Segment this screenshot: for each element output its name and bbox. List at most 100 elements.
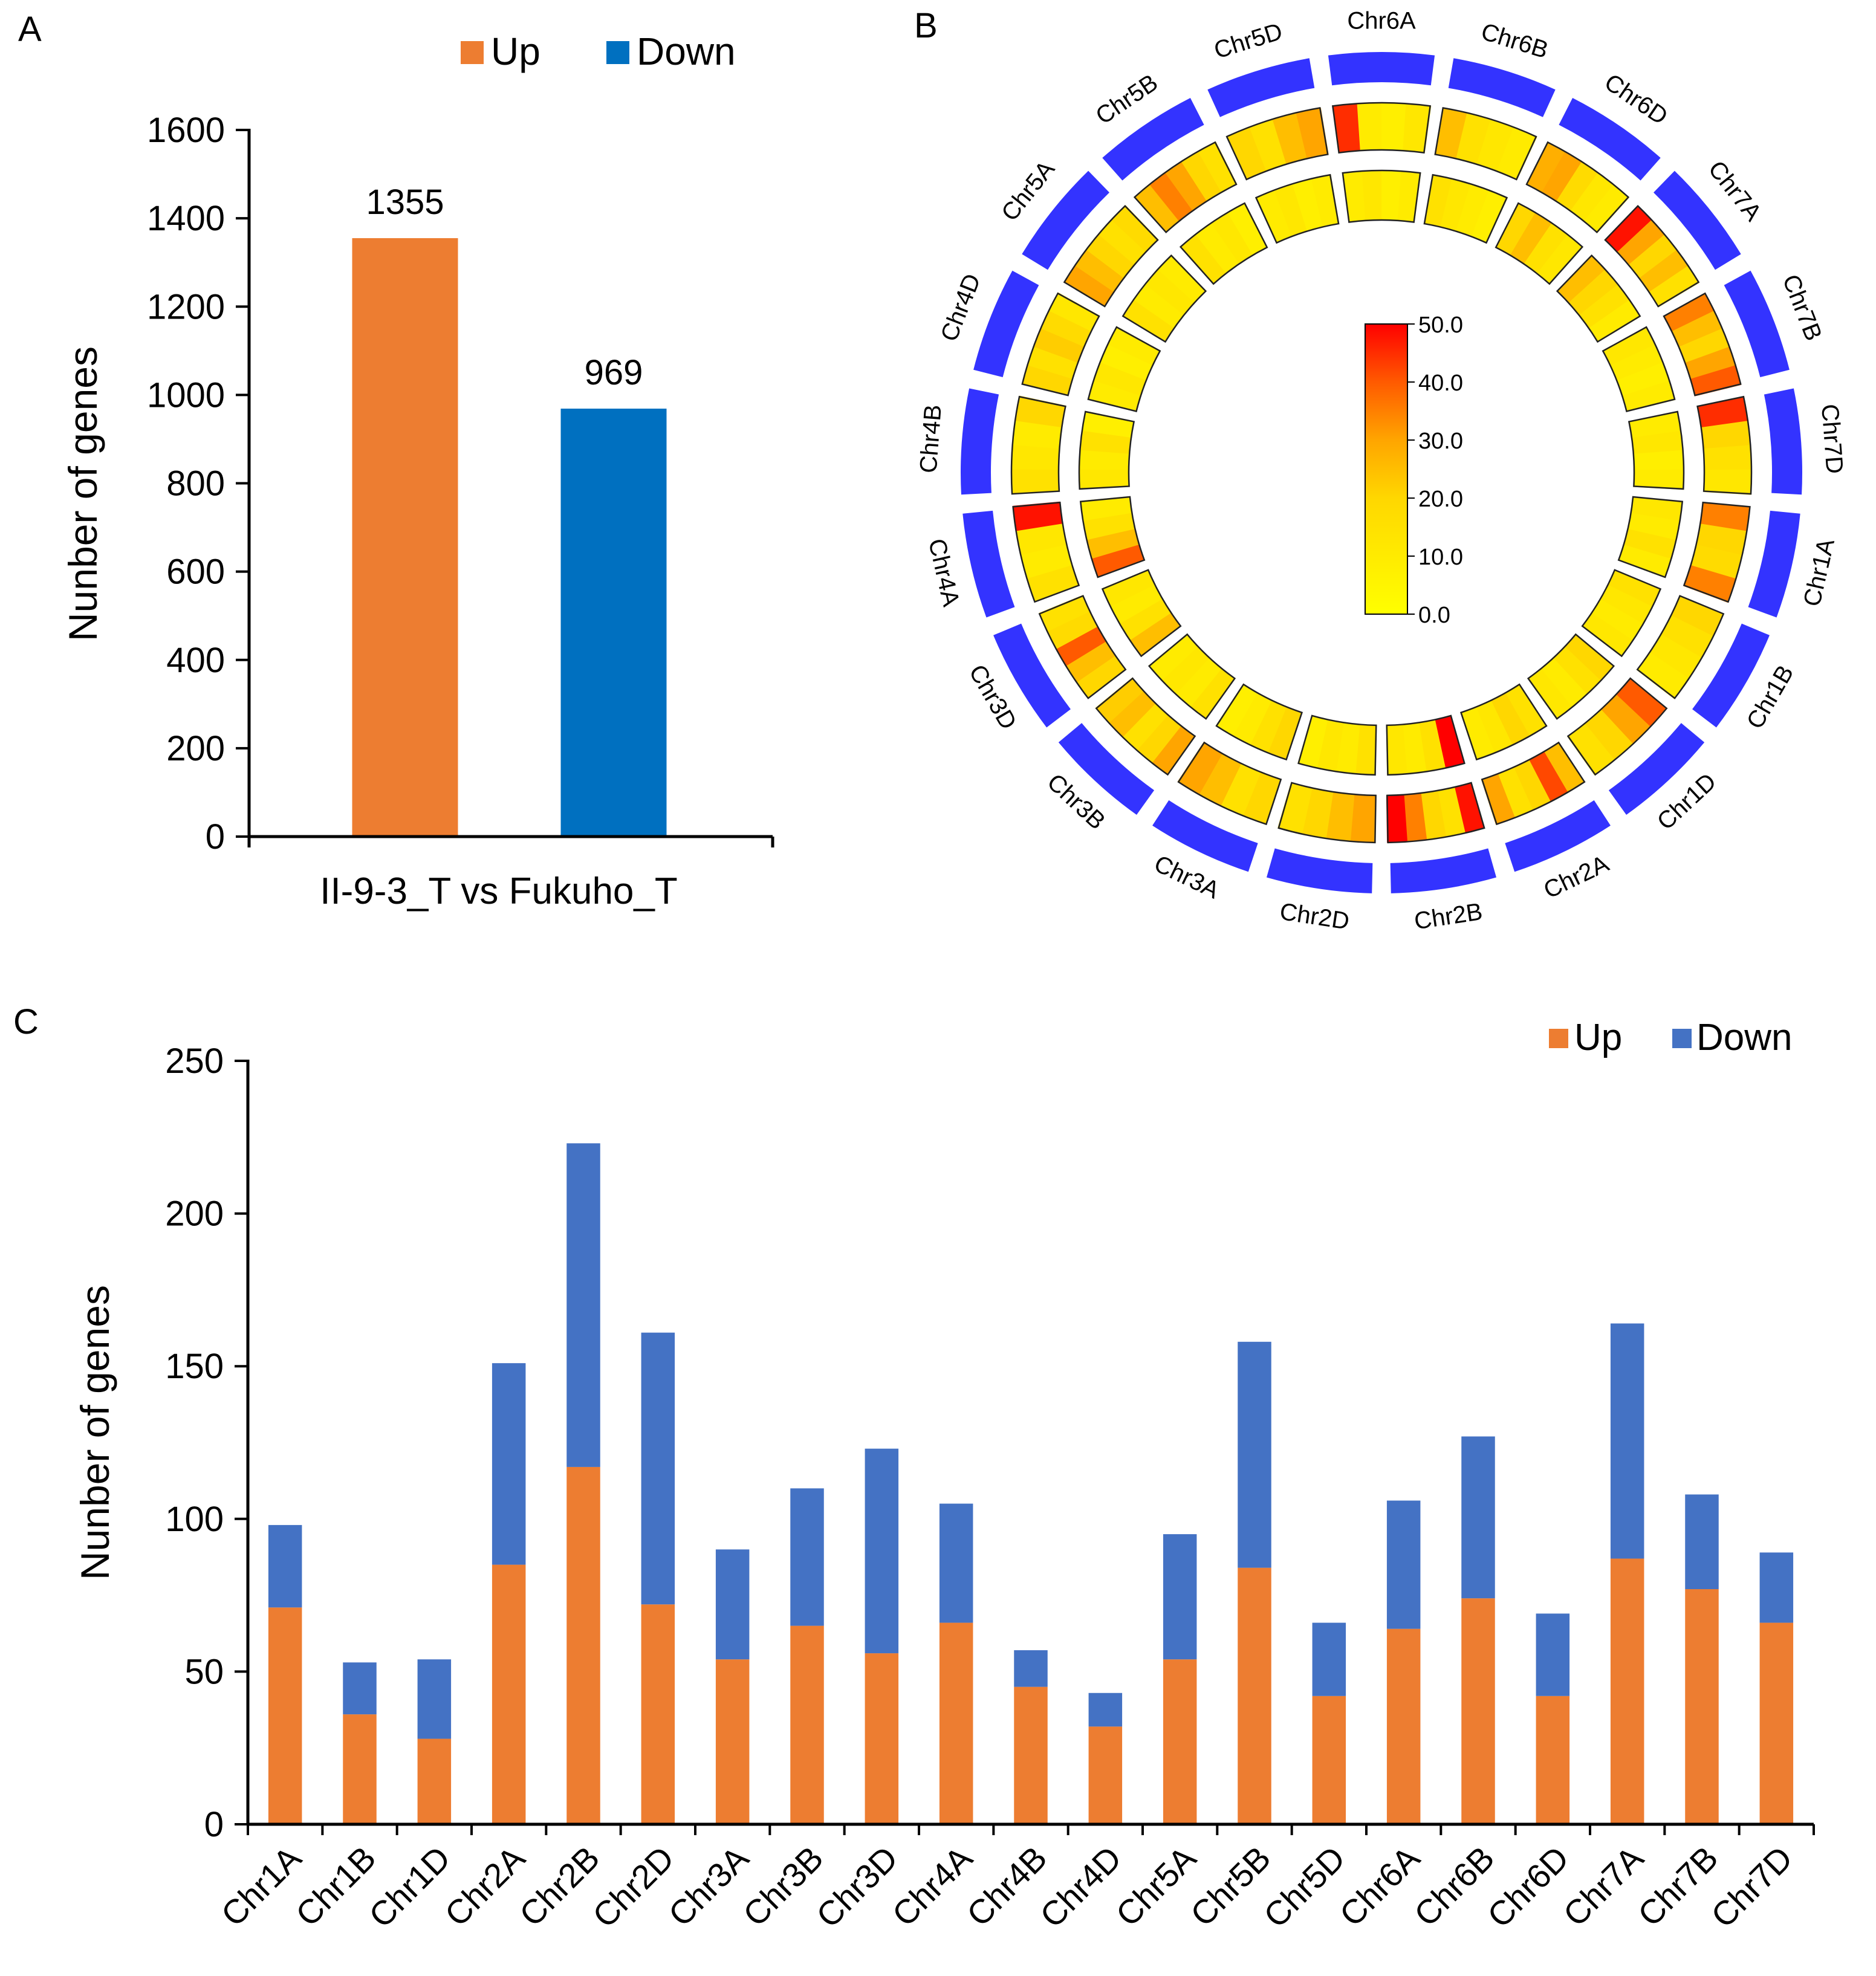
- heat-cell: [1133, 283, 1184, 328]
- bar-down: [343, 1662, 377, 1715]
- heat-cell: [1505, 684, 1547, 737]
- heat-cell: [1386, 794, 1407, 843]
- chromosome-segment: [1654, 170, 1741, 270]
- colorbar-tick-label: 50.0: [1418, 313, 1463, 338]
- heat-block-outline: [1331, 102, 1432, 154]
- heat-cell: [1618, 545, 1672, 578]
- bar-up: [268, 1607, 302, 1824]
- chromosome-label: Chr6A: [1347, 8, 1416, 34]
- heat-cell: [1074, 248, 1125, 293]
- panel-label-c: C: [13, 1002, 39, 1041]
- heat-cell: [1157, 254, 1207, 303]
- heat-cell: [1022, 364, 1073, 396]
- heat-block-outline: [1038, 595, 1127, 699]
- heat-cell: [1540, 658, 1588, 708]
- heat-cell: [1434, 715, 1465, 768]
- bar-up: [417, 1738, 452, 1824]
- heat-cell: [1649, 634, 1702, 679]
- colorbar-tick-label: 10.0: [1418, 545, 1463, 570]
- heat-cell: [1198, 753, 1242, 806]
- legend-label-up: Up: [491, 30, 540, 73]
- x-tick-label: Chr3A: [661, 1838, 756, 1933]
- heat-cell: [1177, 742, 1223, 795]
- chromosome-segment: [1152, 800, 1258, 872]
- bar-down: [1685, 1494, 1719, 1589]
- heat-block-outline: [1663, 292, 1742, 397]
- chromosome-segment: [1505, 800, 1611, 872]
- heat-cell: [1471, 190, 1508, 244]
- heat-cell: [1628, 234, 1678, 279]
- y-tick-label: 0: [206, 817, 225, 857]
- chromosome-segment: [1022, 170, 1109, 270]
- heat-cell: [1615, 678, 1667, 728]
- bar-down: [1088, 1693, 1123, 1727]
- legend-label-down: Down: [637, 30, 736, 73]
- x-axis-label-a: II-9-3_T vs Fukuho_T: [320, 870, 678, 912]
- heat-cell: [1242, 771, 1281, 824]
- legend-label-up: Up: [1574, 1017, 1622, 1058]
- heat-cell: [1012, 419, 1062, 449]
- bar-down: [1536, 1613, 1570, 1696]
- heatmap-track-inner: [1078, 169, 1685, 776]
- heat-cell: [1524, 222, 1568, 274]
- heat-cell: [1020, 543, 1073, 579]
- heat-block-outline: [1434, 107, 1537, 181]
- legend-a: Up Down: [461, 30, 736, 73]
- colorbar-tick-label: 20.0: [1418, 487, 1463, 512]
- chromosome-label: Chr5D: [1211, 18, 1285, 64]
- chromosome-segment: [973, 270, 1039, 377]
- y-axis-title-a: Nunber of genes: [60, 346, 105, 641]
- heat-cell: [1403, 792, 1427, 842]
- colorbar-gradient: [1365, 323, 1408, 615]
- heat-cell: [1403, 103, 1432, 153]
- heat-cell: [1700, 502, 1750, 533]
- heat-cell: [1272, 112, 1308, 164]
- chromosome-label: Chr4B: [915, 404, 946, 474]
- heat-block-outline: [1012, 501, 1080, 603]
- y-tick-label: 150: [165, 1347, 224, 1386]
- heat-block-outline: [1010, 395, 1066, 495]
- heat-cell: [1056, 626, 1106, 666]
- bar-down: [492, 1363, 526, 1565]
- heat-block-outline: [1481, 741, 1586, 826]
- heat-cell: [1110, 584, 1163, 624]
- bar-down: [1461, 1436, 1495, 1599]
- heat-cell: [1527, 142, 1566, 193]
- heat-block-outline: [1087, 326, 1161, 412]
- heat-block-outline: [1021, 292, 1100, 397]
- heat-cell: [1617, 362, 1670, 397]
- heat-cell: [1475, 700, 1513, 753]
- heat-cell: [1161, 646, 1210, 695]
- chromosome-label: Chr7D: [1816, 403, 1848, 475]
- heat-cell: [1123, 299, 1175, 342]
- axes-c: [246, 1060, 1815, 1835]
- x-tick-label: Chr1A: [213, 1838, 308, 1933]
- heat-cell: [1567, 723, 1615, 776]
- heat-cell: [1418, 719, 1446, 772]
- heat-block-outline: [1215, 683, 1303, 761]
- heat-cell: [1256, 190, 1293, 243]
- heat-cell: [1660, 615, 1714, 659]
- heat-cell: [1086, 528, 1140, 559]
- y-ticks-c: 0 50 100 150 200 250: [165, 1041, 248, 1844]
- heatmap-track-outer: [1010, 102, 1753, 844]
- x-tick-label: Chr2B: [512, 1839, 607, 1934]
- heat-cell: [1631, 430, 1683, 455]
- heat-cell: [1553, 646, 1601, 695]
- heat-cell: [1608, 569, 1661, 607]
- chromosome-label: Chr3A: [1150, 850, 1224, 904]
- heat-cell: [1088, 380, 1141, 412]
- x-tick-label: Chr4A: [884, 1838, 979, 1933]
- heat-cell: [1603, 327, 1656, 366]
- colorbar-ticks: 50.0 40.0 30.0 20.0 10.0 0.0: [1407, 313, 1463, 628]
- heat-cell: [1600, 585, 1653, 625]
- heat-block-outline: [1556, 254, 1641, 343]
- chart-b: Chr6A Chr6BChr6DChr7AChr7BChr7DChr1AChr1B…: [915, 8, 1848, 935]
- heat-block-outline: [1581, 569, 1662, 658]
- heat-cell: [1496, 127, 1537, 180]
- heat-cell: [1047, 611, 1098, 649]
- heat-cell: [1121, 702, 1169, 751]
- y-tick-label: 50: [184, 1652, 224, 1691]
- y-tick-label: 100: [165, 1500, 224, 1539]
